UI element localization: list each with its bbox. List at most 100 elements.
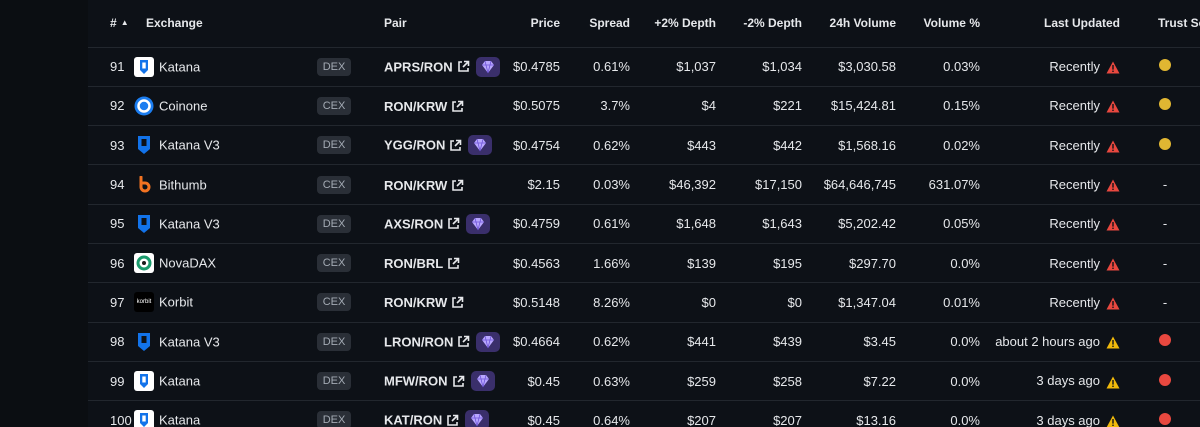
pair-link[interactable]: AXS/RON xyxy=(384,216,444,232)
external-link-icon[interactable] xyxy=(449,139,462,152)
pair-cell[interactable]: RON/KRW xyxy=(364,86,494,125)
warning-yellow-icon[interactable] xyxy=(1106,336,1120,349)
gecko-terminal-gem-icon[interactable] xyxy=(476,331,501,352)
exchange-cell[interactable]: Katana xyxy=(128,401,304,427)
warning-red-icon[interactable] xyxy=(1106,258,1120,271)
pair-cell[interactable]: RON/BRL xyxy=(364,243,494,282)
gecko-terminal-gem-icon[interactable] xyxy=(468,135,493,156)
pair-link[interactable]: YGG/RON xyxy=(384,137,446,153)
exchange-name[interactable]: Katana xyxy=(159,412,201,427)
warning-red-icon[interactable] xyxy=(1106,179,1120,192)
exchange-cell[interactable]: Katana V3 xyxy=(128,322,304,361)
last-updated-cell: 3 days ago xyxy=(984,401,1130,427)
pair-cell[interactable]: LRON/RON xyxy=(364,322,501,361)
exchange-name[interactable]: Coinone xyxy=(159,98,208,114)
last-updated-text: Recently xyxy=(1049,98,1100,114)
pair-link[interactable]: RON/KRW xyxy=(384,295,448,311)
exchange-cell[interactable]: Katana V3 xyxy=(128,126,304,165)
external-link-icon[interactable] xyxy=(447,257,460,270)
exchange-cell[interactable]: Coinone xyxy=(128,86,304,125)
exchange-cell[interactable]: Katana xyxy=(128,361,304,400)
external-link-icon[interactable] xyxy=(447,217,460,230)
exchange-cell[interactable]: korbit Korbit xyxy=(128,283,304,322)
last-updated-text: 3 days ago xyxy=(1036,373,1100,389)
external-link-icon[interactable] xyxy=(452,375,465,388)
external-link-icon[interactable] xyxy=(451,100,464,113)
pair-link[interactable]: RON/KRW xyxy=(384,98,448,114)
warning-yellow-icon[interactable] xyxy=(1106,415,1120,427)
col-header-last-updated[interactable]: Last Updated xyxy=(984,0,1130,48)
exchange-cell[interactable]: Bithumb xyxy=(128,165,304,204)
last-updated-text: Recently xyxy=(1049,216,1100,232)
exchange-name[interactable]: Katana xyxy=(159,59,201,75)
warning-red-icon[interactable] xyxy=(1106,61,1120,74)
warning-red-icon[interactable] xyxy=(1106,140,1120,153)
pair-link[interactable]: LRON/RON xyxy=(384,334,454,350)
pair-link[interactable]: MFW/RON xyxy=(384,373,448,389)
col-header-depth-plus[interactable]: +2% Depth xyxy=(634,0,720,48)
exchange-cell[interactable]: Katana V3 xyxy=(128,204,304,243)
volume-cell: $3,030.58 xyxy=(838,59,896,75)
exchange-name[interactable]: Katana V3 xyxy=(159,216,220,232)
col-header-trust-score[interactable]: Trust Score xyxy=(1130,0,1200,48)
gecko-terminal-gem-icon[interactable] xyxy=(465,410,490,427)
trust-score-cell xyxy=(1130,401,1200,427)
exchange-cell[interactable]: NovaDAX xyxy=(128,243,304,282)
markets-table: # ▲ Exchange Pair Price Spread +2% Depth … xyxy=(88,0,1200,427)
external-link-icon[interactable] xyxy=(457,335,470,348)
type-cell: DEX xyxy=(304,361,364,400)
exchange-name[interactable]: Katana V3 xyxy=(159,334,220,350)
table-row: 95 Katana V3 DEX AXS/RON $0.4759 0.61% $1,648 $… xyxy=(88,204,1200,244)
warning-red-icon[interactable] xyxy=(1106,297,1120,310)
pair-link[interactable]: RON/KRW xyxy=(384,177,448,193)
last-updated-cell: Recently xyxy=(984,47,1130,86)
external-link-icon[interactable] xyxy=(457,60,470,73)
novadax-logo-icon xyxy=(134,253,154,274)
pair-cell[interactable]: AXS/RON xyxy=(364,204,494,243)
exchange-name[interactable]: Katana xyxy=(159,373,201,389)
exchange-name[interactable]: Bithumb xyxy=(159,177,207,193)
rank-cell: 92 xyxy=(110,98,125,114)
col-header-price[interactable]: Price xyxy=(494,0,564,48)
exchange-name[interactable]: NovaDAX xyxy=(159,255,217,271)
pair-cell[interactable]: YGG/RON xyxy=(364,126,494,165)
pair-cell[interactable]: RON/KRW xyxy=(364,283,494,322)
pair-cell[interactable]: KAT/RON xyxy=(364,401,494,427)
katana-v3-logo-icon xyxy=(134,135,154,155)
trust-score-dot-red xyxy=(1159,373,1171,386)
exchange-name[interactable]: Korbit xyxy=(159,294,193,310)
gecko-terminal-gem-icon[interactable] xyxy=(470,371,495,392)
external-link-icon[interactable] xyxy=(451,179,464,192)
col-header-depth-minus[interactable]: -2% Depth xyxy=(720,0,806,48)
col-header-volume[interactable]: 24h Volume xyxy=(806,0,900,48)
warning-red-icon[interactable] xyxy=(1106,100,1120,113)
external-link-icon[interactable] xyxy=(446,414,459,427)
pair-cell[interactable]: APRS/RON xyxy=(364,47,500,86)
pair-cell[interactable]: RON/KRW xyxy=(364,165,494,204)
pair-link[interactable]: KAT/RON xyxy=(384,412,443,427)
volume-cell: $1,568.16 xyxy=(838,137,896,153)
table-row: 93 Katana V3 DEX YGG/RON $0.4754 0.62% $443 $44… xyxy=(88,126,1200,165)
external-link-icon[interactable] xyxy=(451,296,464,309)
col-header-spread[interactable]: Spread xyxy=(564,0,634,48)
col-header-rank[interactable]: # ▲ xyxy=(88,0,129,48)
pair-link[interactable]: APRS/RON xyxy=(384,59,453,75)
type-cell: CEX xyxy=(304,165,364,204)
depth-plus-cell: $46,392 xyxy=(669,177,716,193)
col-header-exchange[interactable]: Exchange xyxy=(128,0,304,48)
exchange-name[interactable]: Katana V3 xyxy=(159,137,220,153)
type-cell: DEX xyxy=(304,47,364,86)
trust-score-dot-yellow xyxy=(1159,137,1171,150)
col-header-volume-pct[interactable]: Volume % xyxy=(900,0,984,48)
spread-cell: 8.26% xyxy=(593,294,630,310)
exchange-cell[interactable]: Katana xyxy=(128,47,304,86)
type-cell: DEX xyxy=(304,401,364,427)
pair-link[interactable]: RON/BRL xyxy=(384,256,444,272)
warning-red-icon[interactable] xyxy=(1106,218,1120,231)
col-header-pair[interactable]: Pair xyxy=(364,0,494,48)
warning-yellow-icon[interactable] xyxy=(1106,376,1120,389)
gecko-terminal-gem-icon[interactable] xyxy=(475,56,500,77)
gecko-terminal-gem-icon[interactable] xyxy=(466,213,491,234)
pair-cell[interactable]: MFW/RON xyxy=(364,361,495,400)
volume-cell: $297.70 xyxy=(849,255,896,271)
